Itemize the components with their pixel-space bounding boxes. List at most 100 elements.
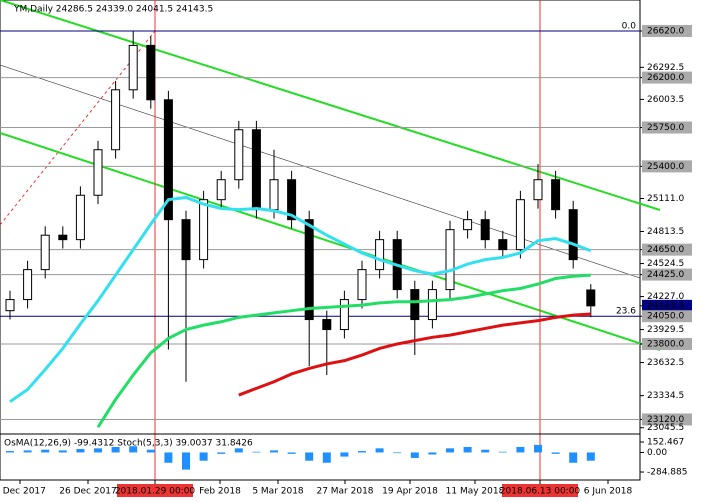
- candle-body: [427, 289, 437, 321]
- x-tick-label: Feb 2018: [199, 487, 241, 497]
- price-box: [642, 121, 692, 134]
- osma-bar: [410, 452, 419, 458]
- candle-body: [498, 239, 508, 251]
- x-tick-label: 26 Dec 2017: [59, 487, 117, 497]
- osma-bar: [393, 452, 402, 454]
- osma-bar: [41, 449, 50, 453]
- x-tick-label: 2018.01.29 00:00: [115, 487, 196, 497]
- candle-body: [480, 219, 490, 241]
- osma-bar: [516, 446, 525, 453]
- osma-bar: [270, 450, 278, 453]
- osma-bar: [76, 449, 85, 453]
- x-tick-label: 6 Jun 2018: [584, 487, 633, 497]
- candle-body: [163, 99, 173, 221]
- moving-average: [238, 312, 591, 397]
- candle-body: [40, 234, 50, 271]
- y-tick-label: 24050.0: [647, 312, 684, 322]
- candle-body: [251, 129, 261, 211]
- candle-body: [533, 179, 543, 201]
- moving-average: [9, 195, 592, 403]
- candle-body: [199, 199, 209, 261]
- candle-body: [322, 319, 332, 331]
- y-tick-label: 24425.0: [647, 270, 684, 280]
- y-tick-label: 25111.0: [647, 194, 684, 204]
- candle-body: [339, 299, 349, 331]
- y-tick-label: 25750.0: [647, 123, 684, 133]
- moving-average: [96, 273, 591, 429]
- chart-title: YM,Daily 24286.5 24339.0 24041.5 24143.5: [13, 5, 213, 15]
- price-box: [642, 299, 692, 312]
- osma-bar: [6, 451, 14, 453]
- channel-line: [0, 132, 661, 351]
- y-tick-label: 23120.0: [647, 415, 684, 425]
- candle-body: [111, 89, 121, 151]
- price-box: [642, 337, 692, 350]
- osma-bar: [340, 452, 349, 457]
- y-tick-label: 23334.5: [647, 391, 684, 401]
- indicator-title: OsMA(12,26,9) -99.4312 Stoch(5,3,3) 39.0…: [4, 439, 253, 449]
- y-tick-label: 26292.5: [647, 63, 684, 73]
- y-tick-label: 24143.5: [647, 301, 684, 311]
- candle-body: [75, 194, 85, 241]
- candle-body: [128, 44, 138, 91]
- x-tick-label: 19 Apr 2018: [382, 487, 438, 497]
- x-tick-label: 11 May 2018: [446, 487, 505, 497]
- price-box: [642, 71, 692, 84]
- y-tick-label: 26620.0: [647, 26, 684, 36]
- osma-bar: [23, 450, 32, 453]
- osma-bar: [358, 451, 366, 453]
- price-box: [642, 24, 692, 37]
- osma-bar: [252, 451, 261, 453]
- indicator-tick-label: 0.00: [647, 448, 667, 458]
- y-tick-label: 23929.5: [647, 325, 684, 335]
- y-tick-label: 24524.5: [647, 259, 684, 269]
- osma-bar: [586, 452, 595, 461]
- osma-bar: [305, 452, 314, 461]
- osma-bar: [182, 452, 190, 470]
- candle-body: [375, 239, 385, 271]
- osma-bar: [94, 448, 102, 453]
- osma-bar: [498, 451, 507, 453]
- candle-body: [463, 219, 473, 231]
- osma-bar: [375, 448, 384, 453]
- fib-label: 0.0: [622, 21, 637, 31]
- candle-body: [181, 219, 191, 261]
- osma-bar: [551, 452, 560, 454]
- candle-body: [357, 269, 367, 301]
- candle-body: [146, 44, 156, 101]
- price-box: [642, 268, 692, 281]
- candle-body: [287, 179, 297, 221]
- fib-label: 23.6: [616, 307, 636, 317]
- osma-bar: [569, 452, 578, 463]
- date-box: [117, 484, 193, 497]
- osma-bar: [463, 446, 472, 453]
- y-tick-label: 23800.0: [647, 339, 684, 349]
- candle-body: [269, 179, 279, 211]
- candle-body: [586, 289, 596, 307]
- x-tick-label: 27 Mar 2018: [316, 487, 373, 497]
- osma-bar: [111, 446, 120, 453]
- y-tick-label: 24813.5: [647, 227, 684, 237]
- osma-bar: [481, 449, 490, 453]
- osma-bar: [146, 449, 155, 453]
- osma-bar: [322, 452, 331, 463]
- plot-frame: [0, 0, 641, 481]
- candle-body: [216, 179, 226, 201]
- candle-body: [410, 289, 420, 321]
- y-tick-label: 24650.0: [647, 245, 684, 255]
- candle-body: [93, 149, 103, 196]
- osma-bar: [217, 452, 226, 454]
- y-tick-label: 26200.0: [647, 73, 684, 83]
- osma-bar: [428, 452, 437, 455]
- y-tick-label: 23632.5: [647, 358, 684, 368]
- osma-bar: [534, 444, 542, 453]
- candle-body: [445, 229, 455, 291]
- candle-body: [234, 129, 244, 181]
- price-box: [642, 160, 692, 173]
- price-box: [642, 243, 692, 256]
- indicator-tick-label: 152.467: [647, 437, 684, 447]
- osma-bar: [58, 450, 67, 453]
- osma-bar: [234, 448, 243, 453]
- candle-body: [568, 209, 578, 261]
